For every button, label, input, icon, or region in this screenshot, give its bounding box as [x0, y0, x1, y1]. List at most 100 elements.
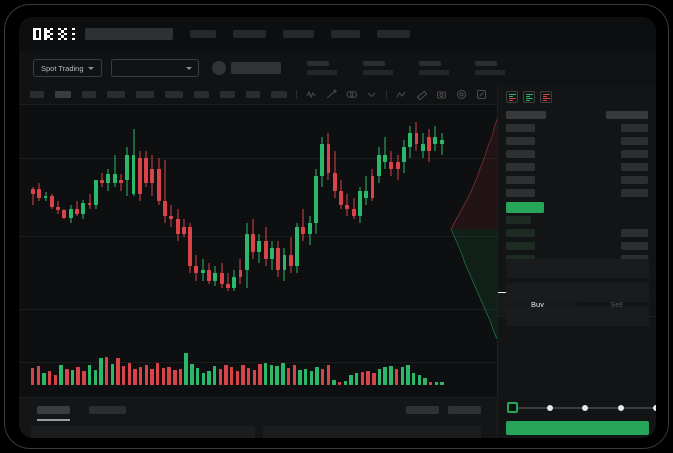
orderbook-row-ask[interactable]: [498, 176, 656, 189]
orderbook-amount-cell: [621, 137, 648, 145]
okx-logo-icon[interactable]: [33, 27, 75, 41]
candle: [87, 115, 92, 295]
market-stat-value: [418, 70, 449, 75]
trading-pair-dropdown[interactable]: [110, 59, 199, 77]
slider-stop-50[interactable]: [582, 404, 588, 411]
candle-body: [395, 161, 400, 169]
order-form-field-1[interactable]: [506, 283, 649, 302]
orderbook-row-bid[interactable]: [498, 229, 656, 242]
candle: [56, 115, 61, 295]
header-search-placeholder[interactable]: [85, 28, 173, 40]
camera-icon[interactable]: [436, 89, 447, 100]
candle: [307, 115, 312, 295]
candle-body: [295, 226, 299, 267]
volume-bar: [76, 367, 80, 385]
tab-sell-label: Sell: [610, 299, 623, 309]
header-nav-item-3[interactable]: [331, 30, 360, 38]
tab-buy-label: Buy: [531, 300, 544, 309]
timeframe-button-8[interactable]: [246, 91, 260, 98]
candle-body: [31, 188, 35, 195]
orders-tab-1[interactable]: [89, 406, 126, 414]
candle-body: [320, 143, 325, 177]
trend-line-icon[interactable]: [326, 89, 337, 100]
orderbook-row-ask[interactable]: [498, 137, 656, 150]
candle-body: [150, 169, 155, 184]
header-nav-item-2[interactable]: [283, 30, 314, 38]
timeframe-button-4[interactable]: [136, 91, 154, 98]
slider-stop-75[interactable]: [617, 404, 624, 411]
header-nav-item-0[interactable]: [190, 30, 216, 38]
candle: [326, 115, 331, 295]
volume-bar: [366, 371, 370, 385]
candle: [232, 115, 237, 295]
volume-bar: [281, 363, 285, 385]
candle: [376, 115, 381, 295]
candle: [219, 115, 224, 295]
orderbook-rows[interactable]: [498, 111, 656, 281]
timeframe-button-0[interactable]: [30, 91, 44, 98]
orderbook-row-ask[interactable]: [498, 150, 656, 163]
volume-bar: [218, 369, 222, 385]
compare-icon[interactable]: [346, 89, 357, 100]
candle: [433, 115, 438, 295]
slider-handle-icon[interactable]: [507, 402, 518, 413]
header-nav-item-4[interactable]: [377, 30, 410, 38]
candle: [389, 115, 394, 295]
orderbook-price-cell: [506, 124, 535, 132]
orderbook-row-ask[interactable]: [498, 189, 656, 202]
candle-body: [301, 226, 306, 234]
orderbook-last-price-row[interactable]: [498, 202, 656, 216]
candle-body: [232, 277, 237, 288]
order-form-field-2[interactable]: [506, 307, 649, 326]
chart-gridlines: [19, 105, 497, 397]
timeframe-button-5[interactable]: [165, 91, 183, 98]
volume-bar: [184, 352, 188, 385]
orders-action-1[interactable]: [406, 406, 439, 414]
timeframe-button-3[interactable]: [107, 91, 125, 98]
price-chart[interactable]: [19, 105, 497, 397]
orders-tab-0[interactable]: [37, 406, 70, 414]
volume-bar: [440, 381, 444, 385]
candle-body: [181, 226, 186, 234]
market-type-dropdown[interactable]: Spot Trading: [33, 59, 102, 77]
settings-icon[interactable]: [456, 89, 467, 100]
timeframe-button-1[interactable]: [55, 91, 71, 98]
candle-wick: [441, 133, 443, 155]
volume-bar: [292, 365, 296, 385]
orderbook-row-bid[interactable]: [498, 216, 656, 229]
order-form-field-0[interactable]: [506, 259, 649, 278]
timeframe-button-7[interactable]: [220, 91, 235, 98]
slider-stop-100[interactable]: [653, 404, 656, 411]
candle: [225, 115, 230, 295]
candle: [383, 115, 387, 295]
line-chart-icon[interactable]: [396, 89, 407, 100]
volume-bar: [389, 365, 393, 385]
timeframe-button-6[interactable]: [194, 91, 209, 98]
market-stat-value: [306, 70, 337, 75]
tab-sell[interactable]: Sell: [577, 292, 656, 316]
orderbook-row-ask[interactable]: [498, 124, 656, 137]
candle: [37, 115, 42, 295]
buy-submit-button[interactable]: [506, 421, 649, 435]
candle-body: [43, 196, 48, 198]
timeframe-button-2[interactable]: [82, 91, 96, 98]
header-nav-item-1[interactable]: [233, 30, 266, 38]
orderbook-asks-icon[interactable]: [540, 91, 552, 103]
orderbook-bids-icon[interactable]: [523, 91, 535, 103]
candle: [427, 115, 432, 295]
ruler-icon[interactable]: [416, 89, 427, 100]
orderbook-row-ask[interactable]: [498, 163, 656, 176]
market-subheader: Spot Trading: [19, 51, 656, 85]
candle: [119, 115, 123, 295]
slider-stop-25[interactable]: [546, 404, 553, 411]
orderbook-row-bid[interactable]: [498, 242, 656, 255]
timeframe-button-9[interactable]: [271, 91, 287, 98]
indicator-wave-icon[interactable]: [306, 89, 317, 100]
candle: [339, 115, 343, 295]
orderbook-icon-line: [508, 95, 513, 97]
orderbook-both-icon[interactable]: [506, 91, 518, 103]
percent-slider[interactable]: [507, 402, 656, 414]
chevron-down-icon[interactable]: [366, 89, 377, 100]
fullscreen-icon[interactable]: [476, 89, 487, 100]
orders-action-0[interactable]: [448, 406, 481, 414]
